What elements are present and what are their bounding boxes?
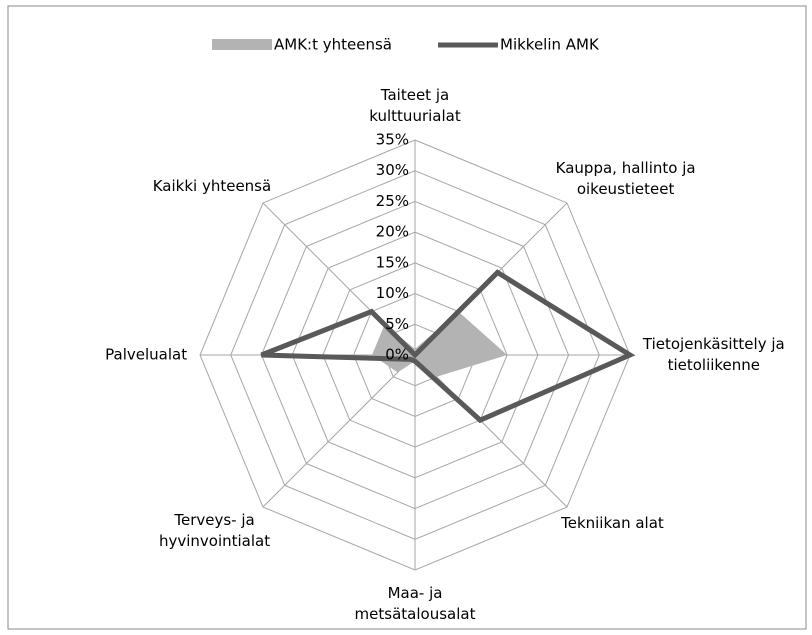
legend-swatch <box>212 39 272 50</box>
spoke <box>262 354 416 508</box>
tick-label: 15% <box>376 253 409 271</box>
chart-frame <box>7 5 807 630</box>
category-label: Palvelualat <box>105 345 188 364</box>
category-label: Kaikki yhteensä <box>152 176 272 195</box>
spoke <box>414 354 568 508</box>
tick-label: 20% <box>376 223 409 241</box>
legend-label: AMK:t yhteensä <box>274 36 392 54</box>
tick-label: 30% <box>376 161 409 179</box>
category-label: Tekniikan alat <box>561 514 664 533</box>
category-label: Kauppa, hallinto ja oikeustieteet <box>555 158 696 198</box>
series-line <box>260 269 636 424</box>
category-label: Terveys- ja hyvinvointialat <box>158 510 271 550</box>
tick-label: 35% <box>376 131 409 149</box>
tick-label: 5% <box>385 315 409 333</box>
category-label: Taiteet ja kulttuurialat <box>369 86 461 126</box>
category-label: Tietojenkäsittely ja tietoliikenne <box>642 335 785 374</box>
category-label: Maa- ja metsätalousalat <box>354 583 476 623</box>
legend-label: Mikkelin AMK <box>500 36 600 54</box>
tick-label: 25% <box>376 192 409 210</box>
tick-label: 0% <box>385 346 409 364</box>
tick-label: 10% <box>376 284 409 302</box>
